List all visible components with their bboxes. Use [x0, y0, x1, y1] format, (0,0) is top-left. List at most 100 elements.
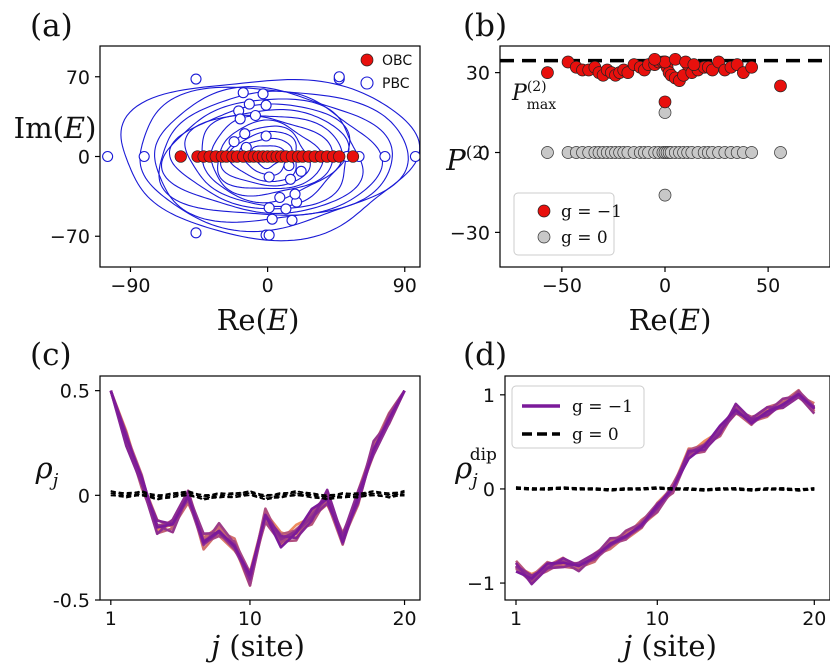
- panel-b-ytick-label: 0: [478, 143, 490, 165]
- panel-c-axes: 1 10 20 -0.5 0 0.5: [53, 375, 421, 630]
- panel-c-xtick-label: 1: [105, 608, 117, 630]
- panel-b-xlabel: Re(E): [629, 303, 712, 337]
- g-minus1-curve: [515, 392, 816, 580]
- g0-curve: [110, 490, 405, 501]
- panel-c-plot-area: [109, 389, 406, 587]
- g0-point: [774, 146, 787, 159]
- pbc-point: [102, 150, 114, 163]
- obc-point: [174, 150, 187, 163]
- panel-d-ytick-label: 1: [483, 385, 495, 407]
- legend-g0-label: g = 0: [572, 425, 619, 445]
- pbc-point: [263, 229, 275, 241]
- pbc-loop: [120, 79, 420, 242]
- legend-g-minus1-label: g = −1: [561, 202, 622, 222]
- obc-point: [346, 150, 360, 163]
- pbc-point: [190, 73, 202, 85]
- pbc-point: [284, 173, 297, 185]
- pbc-point: [138, 150, 150, 163]
- legend-g0-label: g = 0: [561, 228, 608, 248]
- pbc-point: [266, 213, 278, 225]
- panel-d-ylabel: ρjdip: [454, 445, 497, 491]
- legend-g-minus1-label: g = −1: [572, 397, 633, 417]
- panel-c-xlabel: j (site): [205, 629, 305, 663]
- panel-d-frame: [504, 375, 830, 601]
- pbc-point: [190, 227, 202, 239]
- panel-label-c: (c): [30, 337, 72, 373]
- g-minus1-point: [745, 60, 758, 74]
- panel-a-ytick-label: 70: [66, 67, 90, 89]
- pbc-point: [289, 188, 301, 200]
- g-minus1-point: [541, 66, 554, 79]
- panel-d-legend: g = −1 g = 0: [511, 385, 645, 449]
- panel-b-xtick-label: 0: [659, 275, 671, 297]
- pbc-point: [280, 203, 292, 215]
- panel-c-ytick-label: 0.5: [60, 381, 90, 403]
- panel-b-xtick-label: −50: [542, 275, 582, 297]
- panel-b-ytick-label: −30: [450, 222, 490, 244]
- panel-c-xtick-label: 10: [238, 608, 262, 630]
- legend-pbc-label: PBC: [382, 76, 410, 92]
- panel-a-xtick-label: 0: [262, 275, 274, 297]
- pbc-point: [286, 214, 298, 226]
- pbc-point: [228, 136, 240, 148]
- g-minus1-point: [658, 95, 672, 109]
- pbc-point: [234, 113, 246, 125]
- legend-pbc-marker: [360, 76, 374, 90]
- pbc-point: [237, 87, 249, 99]
- pbc-loop: [168, 103, 351, 210]
- panel-b-ytick-label: 30: [466, 63, 490, 85]
- panel-c-frame: [99, 375, 421, 601]
- pbc-point: [249, 109, 261, 122]
- panel-c-ytick-label: 0: [78, 485, 90, 507]
- pbc-point: [409, 150, 420, 163]
- legend-g-minus1-marker: [537, 204, 551, 218]
- panel-label-a: (a): [30, 8, 73, 44]
- pbc-loop: [158, 90, 384, 216]
- legend-obc-label: OBC: [382, 53, 412, 69]
- g0-point: [658, 188, 672, 202]
- legend-obc-marker: [360, 53, 374, 67]
- panel-b-ylabel: P(2): [445, 143, 490, 177]
- panel-a-xlabel: Re(E): [217, 303, 300, 337]
- pbc-point: [260, 99, 272, 111]
- pbc-loop: [160, 98, 364, 214]
- pbc-point: [274, 191, 286, 204]
- panel-c-ytick-label: -0.5: [53, 590, 90, 612]
- panel-d-xtick-label: 20: [802, 608, 826, 630]
- obc-point: [333, 150, 346, 163]
- g0-point: [745, 146, 758, 159]
- panel-a-ytick-label: −70: [50, 226, 90, 248]
- g0-point: [541, 146, 554, 159]
- pbc-loop: [184, 109, 350, 207]
- panel-d-axes: 1 10 20 −1 0 1: [467, 375, 830, 630]
- panel-label-b: (b): [463, 8, 507, 44]
- pbc-point: [263, 202, 275, 214]
- panel-b-axes: −50 0 50 −30 0 30: [450, 45, 830, 297]
- panel-a-axes: −90 0 90 −70 0 70: [50, 45, 421, 297]
- g-minus1-point: [687, 58, 701, 71]
- pbc-point: [379, 150, 391, 163]
- panel-d-ytick-label: 0: [483, 479, 495, 501]
- panel-a-legend: OBC PBC: [360, 53, 412, 92]
- panel-d-xlabel: j (site): [617, 629, 717, 663]
- g-minus1-point: [648, 52, 662, 66]
- panel-d-xtick-label: 1: [510, 608, 522, 630]
- pbc-point: [263, 171, 275, 183]
- panel-a-xtick-label: −90: [110, 275, 150, 297]
- panel-d-plot-area: [514, 388, 816, 586]
- panel-b-xtick-label: 50: [756, 275, 780, 297]
- g-minus1-curve: [109, 390, 406, 577]
- pmax-label: P(2) max: [511, 79, 556, 113]
- panel-a-plot-area: [102, 71, 420, 242]
- panel-d-ytick-label: −1: [467, 573, 495, 595]
- panel-b-legend: g = −1 g = 0: [513, 192, 622, 256]
- g-minus1-point: [774, 79, 787, 93]
- pbc-point: [257, 88, 269, 100]
- legend-g0-marker: [537, 230, 551, 244]
- panel-a-ytick-label: 0: [78, 147, 90, 169]
- panel-a-ylabel: Im(E): [14, 111, 97, 145]
- panel-b-plot-area: [500, 52, 830, 202]
- g0-point: [658, 106, 672, 119]
- panel-a-xtick-label: 90: [393, 275, 417, 297]
